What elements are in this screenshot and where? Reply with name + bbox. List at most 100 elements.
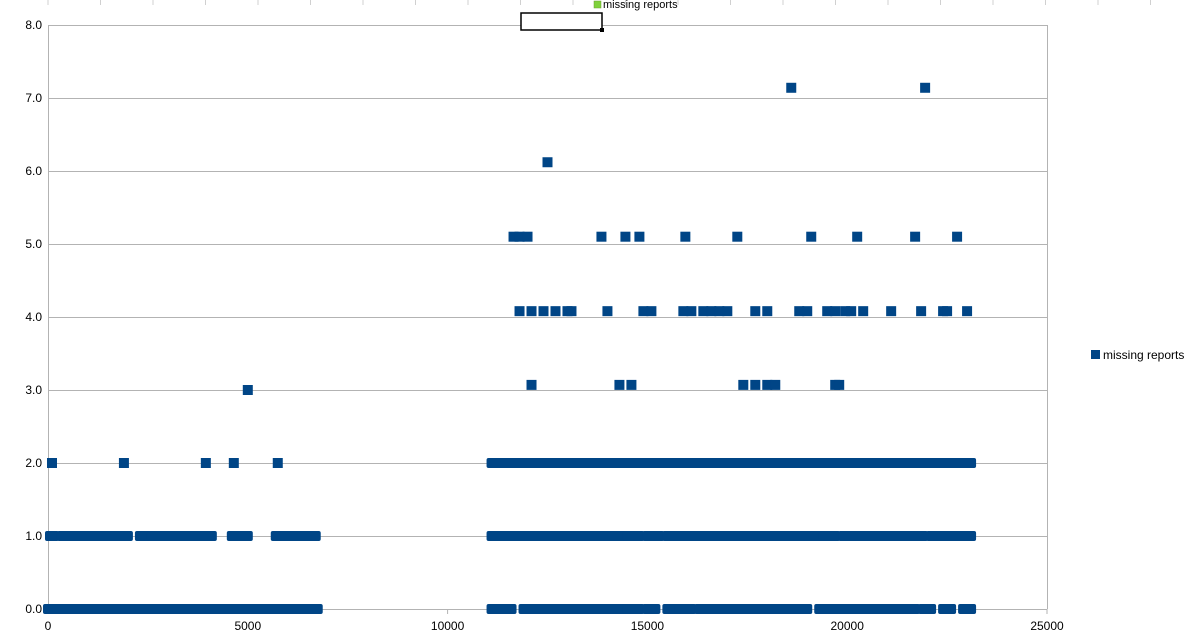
data-point bbox=[228, 458, 239, 468]
data-point bbox=[634, 231, 645, 242]
data-point-cluster bbox=[43, 604, 323, 614]
data-point-cluster bbox=[938, 604, 957, 614]
data-point bbox=[942, 306, 953, 317]
data-point bbox=[750, 379, 761, 390]
data-point bbox=[620, 231, 631, 242]
y-tick-label: 4.0 bbox=[25, 310, 42, 324]
data-point-cluster bbox=[854, 604, 921, 614]
data-point bbox=[952, 231, 963, 242]
y-tick-label: 1.0 bbox=[25, 529, 42, 543]
data-point bbox=[626, 379, 637, 390]
x-tick-label: 0 bbox=[45, 619, 52, 633]
legend-label-missing-reports: missing reports bbox=[1103, 348, 1184, 362]
data-point bbox=[916, 306, 927, 317]
data-point bbox=[806, 231, 817, 242]
data-point bbox=[680, 231, 691, 242]
data-point-cluster bbox=[814, 604, 865, 614]
data-point-cluster bbox=[854, 531, 929, 541]
data-point bbox=[732, 231, 743, 242]
data-point bbox=[638, 306, 649, 317]
data-point bbox=[794, 306, 805, 317]
legend[interactable]: missing reports bbox=[1091, 348, 1184, 362]
x-tick-label: 5000 bbox=[234, 619, 261, 633]
data-point bbox=[834, 379, 845, 390]
y-tick-label: 0.0 bbox=[25, 602, 42, 616]
title-text-fragment: missing reports bbox=[603, 0, 678, 11]
selected-title-box[interactable] bbox=[520, 12, 603, 31]
data-point bbox=[910, 231, 921, 242]
data-point-cluster bbox=[642, 531, 665, 541]
data-point-cluster bbox=[694, 604, 813, 614]
y-axis-tick-labels: 0.0 1.0 2.0 3.0 4.0 5.0 6.0 7.0 8.0 bbox=[25, 18, 42, 616]
title-resize-handle[interactable] bbox=[600, 28, 604, 32]
data-point-cluster bbox=[486, 531, 629, 541]
data-point bbox=[698, 306, 709, 317]
data-point bbox=[614, 379, 625, 390]
data-point-cluster bbox=[56, 531, 133, 541]
x-axis-tick-labels: 0 5000 10000 15000 20000 25000 bbox=[45, 609, 1064, 633]
data-point bbox=[200, 458, 211, 468]
x-tick-label: 25000 bbox=[1030, 619, 1064, 633]
data-point bbox=[118, 458, 129, 468]
data-point bbox=[514, 231, 525, 242]
data-point-cluster bbox=[622, 604, 645, 614]
data-point bbox=[46, 458, 57, 468]
data-point bbox=[738, 379, 749, 390]
data-point bbox=[550, 306, 561, 317]
data-point bbox=[750, 306, 761, 317]
data-point-cluster bbox=[958, 604, 977, 614]
data-point bbox=[678, 306, 689, 317]
data-point bbox=[722, 306, 733, 317]
data-point bbox=[508, 231, 519, 242]
data-point bbox=[526, 379, 537, 390]
y-tick-label: 5.0 bbox=[25, 237, 42, 251]
data-point bbox=[526, 306, 537, 317]
x-tick-label: 20000 bbox=[831, 619, 865, 633]
data-point bbox=[886, 306, 897, 317]
data-point bbox=[962, 306, 973, 317]
gridlines bbox=[47, 0, 1151, 610]
data-point-cluster bbox=[270, 531, 321, 541]
data-point-cluster bbox=[642, 604, 661, 614]
data-point bbox=[522, 231, 533, 242]
data-point-cluster bbox=[486, 458, 977, 468]
data-point-cluster bbox=[818, 531, 841, 541]
plot-area-frame bbox=[48, 25, 1048, 614]
title-area[interactable]: missing reports bbox=[520, 0, 678, 32]
data-point-cluster bbox=[518, 604, 633, 614]
data-point bbox=[686, 306, 697, 317]
data-point bbox=[542, 157, 553, 168]
data-point bbox=[272, 458, 283, 468]
data-point-cluster bbox=[486, 604, 517, 614]
data-point bbox=[858, 306, 869, 317]
data-point bbox=[770, 379, 781, 390]
data-point bbox=[840, 306, 851, 317]
data-point bbox=[846, 306, 857, 317]
title-legend-marker bbox=[593, 0, 602, 9]
x-tick-label: 15000 bbox=[631, 619, 665, 633]
legend-marker-missing-reports bbox=[1091, 350, 1100, 359]
data-point bbox=[566, 306, 577, 317]
data-point bbox=[602, 306, 613, 317]
data-point bbox=[538, 306, 549, 317]
y-tick-label: 3.0 bbox=[25, 383, 42, 397]
data-point bbox=[762, 306, 773, 317]
data-point bbox=[852, 231, 863, 242]
data-point-cluster bbox=[662, 531, 825, 541]
data-point bbox=[762, 379, 773, 390]
series-missing-reports bbox=[43, 82, 977, 614]
data-point-cluster bbox=[44, 531, 59, 541]
y-tick-label: 6.0 bbox=[25, 164, 42, 178]
data-point bbox=[714, 306, 725, 317]
x-tick-label: 10000 bbox=[431, 619, 465, 633]
data-point bbox=[830, 306, 841, 317]
data-point-cluster bbox=[226, 531, 253, 541]
data-point bbox=[596, 231, 607, 242]
data-point bbox=[646, 306, 657, 317]
data-point bbox=[514, 306, 525, 317]
data-point-cluster bbox=[674, 604, 697, 614]
data-point bbox=[822, 306, 833, 317]
data-point-cluster bbox=[926, 531, 977, 541]
y-tick-label: 2.0 bbox=[25, 456, 42, 470]
